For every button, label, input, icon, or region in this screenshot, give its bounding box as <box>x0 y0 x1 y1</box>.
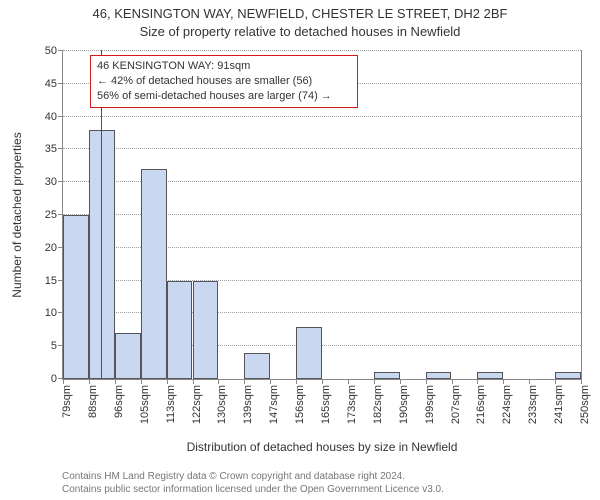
x-tick <box>529 379 530 384</box>
x-tick <box>374 379 375 384</box>
histogram-bar <box>89 130 115 379</box>
x-tick-label: 79sqm <box>61 385 73 418</box>
x-tick <box>167 379 168 384</box>
y-tick-label: 15 <box>45 275 63 287</box>
x-axis-title: Distribution of detached houses by size … <box>62 440 582 454</box>
y-tick-label: 20 <box>45 242 63 254</box>
x-tick <box>322 379 323 384</box>
histogram-bar <box>477 372 503 379</box>
x-tick-label: 216sqm <box>475 385 487 424</box>
x-tick <box>89 379 90 384</box>
x-tick <box>503 379 504 384</box>
x-tick-label: 233sqm <box>527 385 539 424</box>
x-tick-label: 147sqm <box>268 385 280 424</box>
y-tick-label: 50 <box>45 45 63 57</box>
x-tick-label: 190sqm <box>398 385 410 424</box>
x-tick-label: 96sqm <box>113 385 125 418</box>
footer-line-1: Contains HM Land Registry data © Crown c… <box>62 471 590 484</box>
x-tick-label: 182sqm <box>372 385 384 424</box>
x-tick <box>193 379 194 384</box>
x-tick <box>426 379 427 384</box>
x-tick <box>270 379 271 384</box>
x-tick <box>296 379 297 384</box>
x-tick-label: 139sqm <box>242 385 254 424</box>
y-tick-label: 5 <box>51 340 63 352</box>
histogram-bar <box>296 327 322 379</box>
y-tick-label: 35 <box>45 143 63 155</box>
histogram-bar <box>141 169 167 379</box>
histogram-bar <box>244 353 270 379</box>
legend-line: ← 42% of detached houses are smaller (56… <box>97 74 351 89</box>
legend-line: 56% of semi-detached houses are larger (… <box>97 89 351 104</box>
chart-subtitle: Size of property relative to detached ho… <box>0 24 600 39</box>
marker-legend-box: 46 KENSINGTON WAY: 91sqm← 42% of detache… <box>90 55 358 108</box>
legend-line: 46 KENSINGTON WAY: 91sqm <box>97 59 351 74</box>
x-tick-label: 113sqm <box>165 385 177 423</box>
chart-container: 46, KENSINGTON WAY, NEWFIELD, CHESTER LE… <box>0 0 600 500</box>
y-tick-label: 0 <box>51 373 63 385</box>
gridline <box>63 50 581 51</box>
y-tick-label: 25 <box>45 209 63 221</box>
x-tick-label: 173sqm <box>346 385 358 424</box>
y-tick-label: 40 <box>45 111 63 123</box>
x-tick-label: 122sqm <box>191 385 203 424</box>
x-tick <box>452 379 453 384</box>
x-tick-label: 156sqm <box>294 385 306 424</box>
histogram-bar <box>426 372 452 379</box>
y-tick-label: 45 <box>45 78 63 90</box>
histogram-bar <box>555 372 581 379</box>
x-tick <box>115 379 116 384</box>
x-tick <box>581 379 582 384</box>
x-tick-label: 105sqm <box>139 385 151 424</box>
x-tick <box>348 379 349 384</box>
x-tick-label: 165sqm <box>320 385 332 424</box>
histogram-bar <box>374 372 400 379</box>
histogram-bar <box>115 333 141 379</box>
footer-line-2: Contains public sector information licen… <box>62 484 590 497</box>
gridline <box>63 116 581 117</box>
x-tick-label: 199sqm <box>424 385 436 424</box>
histogram-bar <box>63 215 89 379</box>
histogram-bar <box>193 281 219 379</box>
chart-title-address: 46, KENSINGTON WAY, NEWFIELD, CHESTER LE… <box>0 6 600 21</box>
x-tick <box>555 379 556 384</box>
x-tick-label: 130sqm <box>216 385 228 424</box>
footer-attribution: Contains HM Land Registry data © Crown c… <box>62 471 590 496</box>
y-axis-title: Number of detached properties <box>10 132 24 297</box>
gridline <box>63 148 581 149</box>
x-tick-label: 207sqm <box>450 385 462 424</box>
x-tick <box>141 379 142 384</box>
x-tick <box>244 379 245 384</box>
x-tick <box>477 379 478 384</box>
x-tick <box>218 379 219 384</box>
x-tick-label: 224sqm <box>501 385 513 424</box>
histogram-bar <box>167 281 193 379</box>
x-tick-label: 241sqm <box>553 385 565 424</box>
y-tick-label: 10 <box>45 307 63 319</box>
y-axis-title-wrap: Number of detached properties <box>10 50 24 380</box>
x-tick <box>400 379 401 384</box>
x-tick-label: 88sqm <box>87 385 99 418</box>
x-tick-label: 250sqm <box>579 385 591 424</box>
x-tick <box>63 379 64 384</box>
y-tick-label: 30 <box>45 176 63 188</box>
